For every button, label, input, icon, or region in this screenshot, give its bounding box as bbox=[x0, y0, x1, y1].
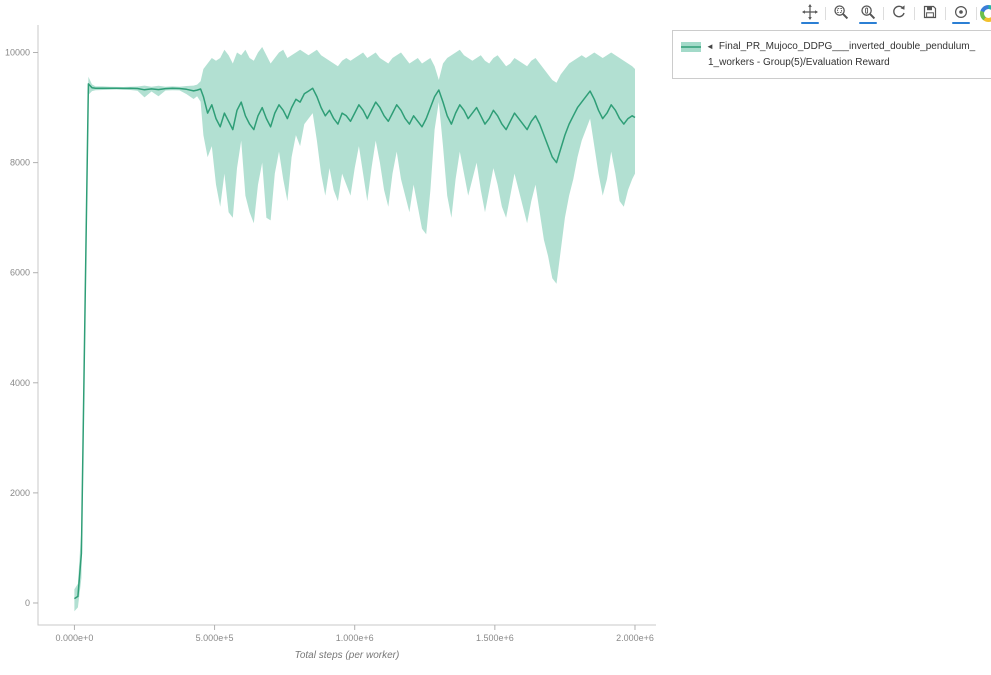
reset-icon bbox=[893, 5, 905, 18]
y-tick-label: 6000 bbox=[10, 268, 30, 278]
hover-icon bbox=[954, 5, 968, 19]
reward-band bbox=[74, 47, 635, 612]
x-tick-label: 1.000e+6 bbox=[336, 633, 374, 643]
axis-lines bbox=[37, 25, 656, 626]
y-tick-label: 0 bbox=[25, 598, 30, 608]
bokeh-logo[interactable] bbox=[980, 4, 991, 22]
legend-box: ◄ Final_PR_Mujoco_DDPG___inverted_double… bbox=[672, 30, 991, 79]
toolbar-separator bbox=[945, 6, 946, 20]
y-tick-label: 8000 bbox=[10, 158, 30, 168]
y-tick-label: 2000 bbox=[10, 488, 30, 498]
x-tick-label: 2.000e+6 bbox=[616, 633, 654, 643]
y-tick-label: 4000 bbox=[10, 378, 30, 388]
wheel-zoom-icon bbox=[861, 5, 876, 20]
bokeh-toolbar bbox=[798, 2, 991, 24]
toolbar-separator bbox=[825, 6, 826, 20]
hover-tool-button[interactable] bbox=[949, 2, 973, 24]
legend-label-line1: Final_PR_Mujoco_DDPG___inverted_double_p… bbox=[718, 41, 976, 52]
pan-icon bbox=[802, 4, 818, 20]
plot-canvas[interactable]: 0.000e+0 5.000e+5 1.000e+6 1.500e+6 2.000e+6… bbox=[0, 0, 664, 670]
wheel-zoom-tool-button[interactable] bbox=[856, 2, 880, 24]
plot-area: 0.000e+0 5.000e+5 1.000e+6 1.500e+6 2.000e+6… bbox=[0, 0, 664, 670]
legend-label-line2: 1_workers - Group(5)/Evaluation Reward bbox=[708, 57, 890, 68]
x-tick-label: 1.500e+6 bbox=[476, 633, 514, 643]
x-axis-label: Total steps (per worker) bbox=[295, 650, 400, 661]
legend-swatch bbox=[681, 42, 701, 52]
toolbar-separator bbox=[914, 6, 915, 20]
x-tick-label: 0.000e+0 bbox=[56, 633, 94, 643]
toolbar-separator bbox=[976, 6, 977, 20]
save-icon bbox=[923, 5, 937, 19]
legend-marker: ◄ bbox=[706, 41, 714, 51]
legend-item[interactable]: ◄ Final_PR_Mujoco_DDPG___inverted_double… bbox=[681, 39, 985, 55]
box-zoom-icon bbox=[834, 5, 849, 20]
y-tick-label: 10000 bbox=[5, 48, 30, 58]
plot-layers: 0.000e+0 5.000e+5 1.000e+6 1.500e+6 2.000e+6… bbox=[5, 25, 656, 643]
box-zoom-tool-button[interactable] bbox=[829, 2, 853, 24]
pan-tool-button[interactable] bbox=[798, 2, 822, 24]
x-tick-label: 5.000e+5 bbox=[196, 633, 234, 643]
reset-tool-button[interactable] bbox=[887, 2, 911, 24]
reward-mean-line bbox=[74, 83, 636, 600]
save-tool-button[interactable] bbox=[918, 2, 942, 24]
toolbar-separator bbox=[883, 6, 884, 20]
